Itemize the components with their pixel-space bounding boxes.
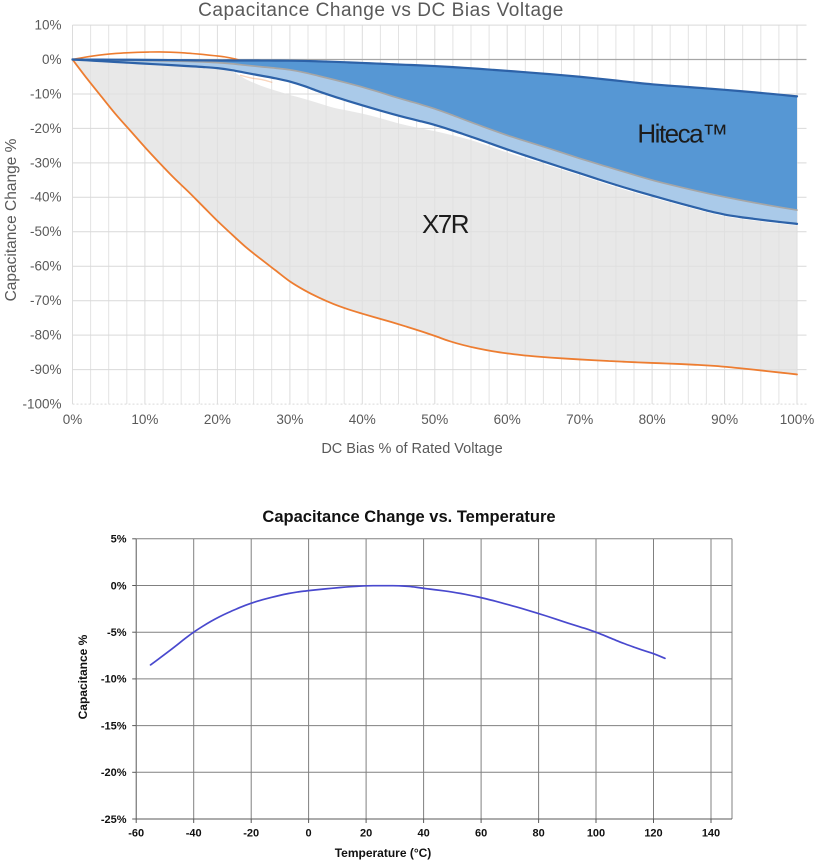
svg-text:80: 80 — [532, 828, 544, 840]
svg-text:5%: 5% — [111, 534, 127, 546]
svg-text:-10%: -10% — [30, 86, 62, 101]
svg-text:-5%: -5% — [107, 627, 127, 639]
svg-text:-60%: -60% — [30, 259, 62, 274]
svg-text:-20%: -20% — [30, 121, 62, 136]
svg-text:80%: 80% — [639, 412, 666, 427]
svg-text:0%: 0% — [111, 580, 127, 592]
svg-text:10%: 10% — [131, 412, 158, 427]
svg-text:Capacitance Change vs. Tempera: Capacitance Change vs. Temperature — [262, 508, 555, 526]
svg-text:DC Bias % of Rated Voltage: DC Bias % of Rated Voltage — [321, 441, 502, 457]
svg-text:0: 0 — [306, 828, 312, 840]
svg-text:-15%: -15% — [101, 720, 127, 732]
svg-text:-40: -40 — [186, 828, 202, 840]
svg-text:-60: -60 — [128, 828, 144, 840]
svg-text:-80%: -80% — [30, 328, 62, 343]
svg-text:-70%: -70% — [30, 293, 62, 308]
svg-text:-30%: -30% — [30, 155, 62, 170]
svg-text:70%: 70% — [566, 412, 593, 427]
svg-text:120: 120 — [644, 828, 662, 840]
svg-text:Capacitance %: Capacitance % — [76, 634, 90, 719]
svg-text:Hiteca™: Hiteca™ — [637, 119, 726, 149]
svg-text:60: 60 — [475, 828, 487, 840]
svg-text:Capacitance Change %: Capacitance Change % — [3, 138, 20, 301]
svg-text:0%: 0% — [42, 52, 62, 67]
svg-text:X7R: X7R — [422, 209, 469, 239]
svg-text:100: 100 — [587, 828, 605, 840]
svg-text:100%: 100% — [780, 412, 814, 427]
svg-text:140: 140 — [702, 828, 720, 840]
svg-text:30%: 30% — [276, 412, 303, 427]
svg-text:-25%: -25% — [101, 814, 127, 826]
svg-text:10%: 10% — [34, 18, 61, 33]
svg-text:20: 20 — [360, 828, 372, 840]
svg-text:60%: 60% — [494, 412, 521, 427]
svg-text:-90%: -90% — [30, 362, 62, 377]
svg-text:-50%: -50% — [30, 224, 62, 239]
svg-text:-10%: -10% — [101, 674, 127, 686]
svg-text:0%: 0% — [63, 412, 83, 427]
svg-text:40%: 40% — [349, 412, 376, 427]
svg-text:-100%: -100% — [22, 397, 61, 412]
svg-text:40: 40 — [417, 828, 429, 840]
svg-text:50%: 50% — [421, 412, 448, 427]
svg-text:-20: -20 — [243, 828, 259, 840]
svg-text:Capacitance Change vs DC Bias: Capacitance Change vs DC Bias Voltage — [198, 0, 564, 21]
svg-text:20%: 20% — [204, 412, 231, 427]
svg-text:-20%: -20% — [101, 767, 127, 779]
svg-text:90%: 90% — [711, 412, 738, 427]
svg-text:Temperature (°C): Temperature (°C) — [335, 846, 432, 860]
svg-text:-40%: -40% — [30, 190, 62, 205]
